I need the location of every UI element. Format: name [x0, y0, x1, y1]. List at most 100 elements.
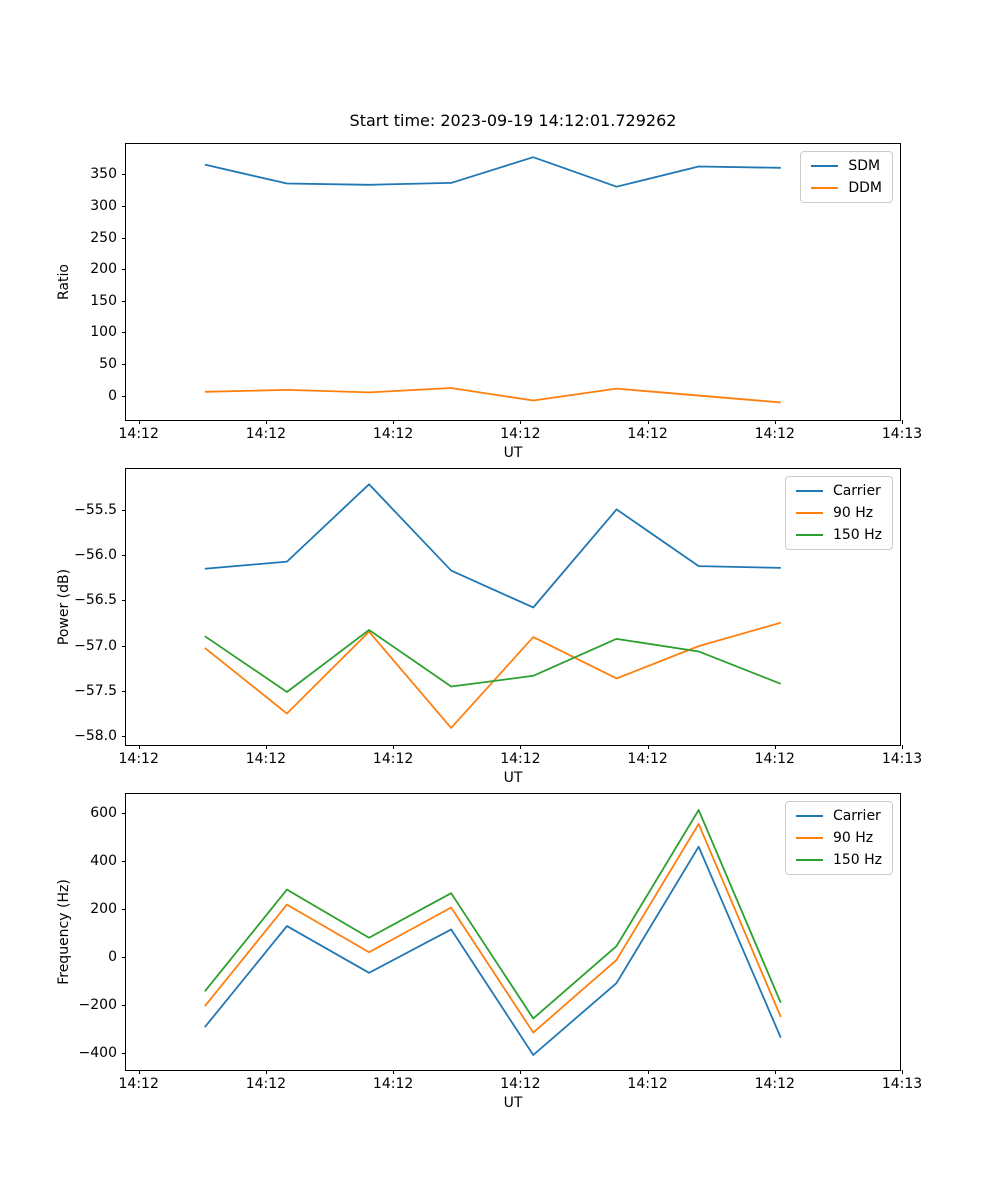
- legend: SDM DDM: [800, 151, 893, 203]
- y-tick-mark: [122, 1052, 126, 1054]
- y-tick-label: 0: [108, 948, 117, 965]
- x-tick-mark: [265, 420, 267, 424]
- x-tick-label: 14:12: [372, 426, 414, 442]
- legend-item-ddm: DDM: [811, 180, 882, 196]
- y-tick-label: −57.0: [74, 637, 117, 654]
- legend-label: 90 Hz: [832, 830, 874, 846]
- y-tick-mark: [122, 332, 126, 334]
- y-tick-label: 400: [90, 852, 117, 869]
- series-line-150-hz: [204, 809, 782, 1020]
- x-tick-label: 14:12: [627, 1076, 668, 1092]
- x-tick-mark: [774, 420, 776, 424]
- y-tick-label: 600: [90, 804, 117, 821]
- y-tick-mark: [122, 690, 126, 692]
- legend-item-150-hz: 150 Hz: [795, 852, 882, 868]
- legend-label: Carrier: [832, 808, 881, 824]
- x-tick-label: 14:12: [245, 751, 287, 767]
- y-axis-label: Frequency (Hz): [56, 879, 72, 985]
- legend-label: 150 Hz: [832, 852, 882, 868]
- legend-label: Carrier: [832, 483, 881, 499]
- x-tick-label: 14:12: [627, 426, 668, 442]
- y-tick-label: 0: [108, 387, 117, 404]
- series-line-90-hz: [204, 621, 782, 729]
- y-tick-mark: [122, 237, 126, 239]
- x-tick-label: 14:12: [118, 1076, 159, 1092]
- plot-area: [204, 809, 782, 1056]
- x-tick-label: 14:12: [754, 426, 795, 442]
- y-tick-mark: [122, 600, 126, 602]
- x-tick-label: 14:12: [372, 751, 414, 767]
- x-tick-label: 14:13: [881, 426, 923, 442]
- x-tick-mark: [902, 420, 903, 424]
- x-tick-mark: [393, 420, 395, 424]
- x-tick-label: 14:12: [500, 751, 541, 767]
- x-tick-mark: [265, 745, 267, 749]
- y-tick-mark: [122, 555, 126, 556]
- y-tick-mark: [122, 645, 126, 647]
- legend-line-sample: [795, 837, 823, 839]
- y-tick-label: −55.5: [74, 501, 117, 518]
- x-tick-mark: [647, 745, 649, 749]
- series-line-sdm: [204, 156, 781, 188]
- axes-frequency: 14:12 14:12 14:12 14:12 14:12 14:12 14:13 −400 −…: [56, 793, 922, 1111]
- y-tick-label: −400: [78, 1044, 117, 1061]
- axes-power: 14:12 14:12 14:12 14:12 14:12 14:12 14:13 −58.0…: [56, 468, 922, 786]
- legend-label: 90 Hz: [832, 505, 874, 521]
- x-tick-label: 14:12: [754, 1076, 795, 1092]
- legend-label: 150 Hz: [832, 527, 882, 543]
- x-tick-mark: [393, 1070, 395, 1074]
- y-axis-label: Ratio: [56, 264, 72, 300]
- x-tick-mark: [520, 420, 522, 424]
- x-axis-label: UT: [503, 445, 523, 461]
- y-tick-mark: [122, 736, 126, 738]
- x-tick-label: 14:12: [500, 426, 541, 442]
- y-tick-mark: [122, 363, 126, 365]
- y-tick-label: 300: [90, 197, 117, 214]
- legend-item-sdm: SDM: [811, 158, 882, 174]
- y-tick-label: −58.0: [74, 728, 117, 745]
- plot-area: [204, 483, 782, 729]
- y-tick-label: −57.5: [74, 682, 117, 699]
- x-tick-label: 14:12: [500, 1076, 541, 1092]
- x-tick-mark: [520, 1070, 522, 1074]
- y-tick-mark: [122, 269, 126, 271]
- legend: Carrier 90 Hz 150 Hz: [784, 801, 893, 875]
- x-tick-label: 14:13: [881, 1076, 923, 1092]
- y-tick-label: 200: [90, 900, 117, 917]
- x-axis-label: UT: [503, 770, 523, 786]
- y-tick-mark: [122, 395, 126, 397]
- x-tick-mark: [902, 1070, 903, 1074]
- figure-title: Start time: 2023-09-19 14:12:01.729262: [349, 111, 677, 130]
- x-tick-mark: [520, 745, 522, 749]
- x-tick-mark: [774, 1070, 776, 1074]
- legend-item-150-hz: 150 Hz: [795, 527, 882, 543]
- x-tick-mark: [138, 420, 140, 424]
- series-line-carrier: [204, 483, 781, 609]
- x-tick-mark: [647, 420, 649, 424]
- x-tick-mark: [902, 745, 903, 749]
- x-tick-label: 14:12: [372, 1076, 414, 1092]
- y-tick-mark: [122, 300, 126, 302]
- y-tick-label: −200: [78, 996, 117, 1013]
- y-tick-label: 200: [90, 261, 117, 278]
- legend-item-90-hz: 90 Hz: [795, 830, 882, 846]
- legend-item-carrier: Carrier: [795, 808, 882, 824]
- y-tick-mark: [122, 812, 126, 814]
- y-tick-label: 250: [90, 229, 117, 246]
- y-tick-label: 50: [99, 355, 117, 372]
- plot-area: [204, 156, 781, 404]
- y-tick-mark: [122, 956, 126, 958]
- y-axis-label: Power (dB): [56, 568, 72, 646]
- legend-line-sample: [811, 165, 839, 167]
- y-tick-mark: [122, 174, 126, 176]
- legend-item-90-hz: 90 Hz: [795, 505, 882, 521]
- x-tick-label: 14:12: [245, 426, 287, 442]
- series-line-90-hz: [204, 823, 782, 1034]
- y-tick-mark: [122, 205, 126, 207]
- legend-line-sample: [795, 859, 823, 861]
- series-line-ddm: [204, 387, 781, 404]
- legend-label: SDM: [848, 158, 881, 174]
- y-tick-label: 150: [90, 292, 117, 309]
- x-tick-label: 14:12: [118, 751, 159, 767]
